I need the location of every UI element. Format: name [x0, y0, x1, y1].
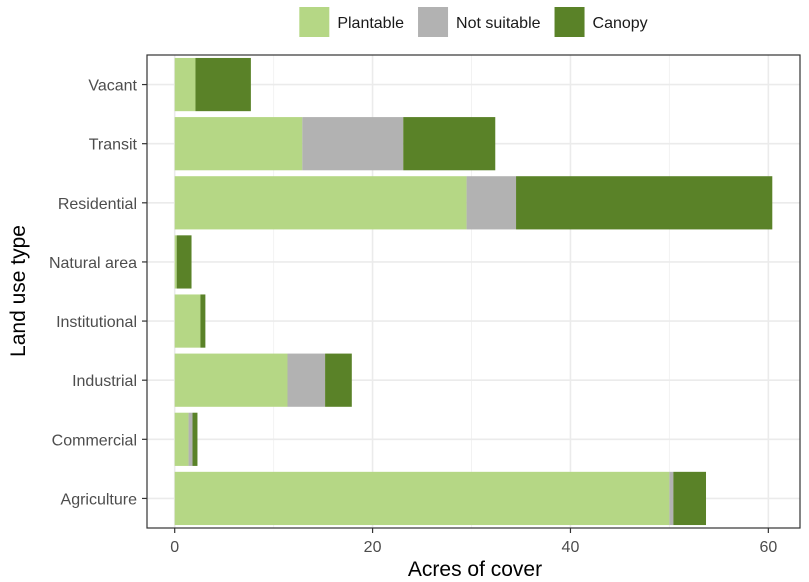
y-tick-label: Agriculture: [61, 491, 138, 508]
bar-natural-area-canopy: [176, 235, 192, 289]
bar-vacant-plantable: [174, 57, 196, 112]
x-axis: 0 20 40 60: [170, 528, 777, 556]
x-tick-label: 0: [170, 539, 179, 556]
bar-vacant-canopy: [195, 57, 251, 112]
legend-key: [554, 7, 585, 37]
bar-transit-plantable: [174, 117, 303, 171]
legend-key: [299, 7, 330, 37]
bars: [174, 57, 773, 526]
bar-commercial-plantable: [174, 412, 189, 466]
bar-commercial-canopy: [192, 412, 198, 466]
legend-label: Not suitable: [456, 15, 541, 32]
panel-border: [146, 54, 801, 529]
x-tick-label: 40: [562, 539, 580, 556]
bar-agriculture-canopy: [673, 471, 707, 526]
bar-natural-area-plantable: [174, 235, 177, 289]
y-tick-label: Commercial: [52, 432, 137, 449]
legend-item-not-suitable: Not suitable: [418, 7, 541, 37]
bar-transit-not-suitable: [302, 117, 404, 171]
bar-industrial-not-suitable: [287, 353, 326, 407]
legend-label: Plantable: [337, 15, 404, 32]
bar-commercial-not-suitable: [188, 412, 193, 466]
legend: Plantable Not suitable Canopy: [299, 7, 648, 37]
y-tick-label: Residential: [58, 196, 137, 213]
legend-key: [418, 7, 449, 37]
y-axis: Agriculture Commercial Industrial Instituti…: [49, 78, 147, 508]
y-tick-label: Natural area: [49, 255, 137, 272]
bar-agriculture-not-suitable: [669, 471, 674, 526]
y-tick-label: Industrial: [72, 373, 137, 390]
bar-industrial-canopy: [325, 353, 352, 407]
bar-industrial-plantable: [174, 353, 288, 407]
x-tick-label: 20: [364, 539, 382, 556]
legend-item-canopy: Canopy: [554, 7, 648, 37]
bar-institutional-plantable: [174, 294, 201, 348]
y-tick-label: Transit: [89, 137, 138, 154]
bar-institutional-canopy: [200, 294, 206, 348]
y-axis-title: Land use type: [7, 225, 30, 357]
bar-residential-canopy: [516, 176, 773, 230]
legend-label: Canopy: [593, 15, 648, 32]
bar-transit-canopy: [403, 117, 496, 171]
y-tick-label: Vacant: [88, 78, 137, 95]
legend-item-plantable: Plantable: [299, 7, 404, 37]
x-tick-label: 60: [759, 539, 777, 556]
bar-agriculture-plantable: [174, 471, 670, 526]
y-tick-label: Institutional: [56, 314, 137, 331]
bar-residential-plantable: [174, 176, 467, 230]
bar-residential-not-suitable: [466, 176, 517, 230]
x-axis-title: Acres of cover: [408, 558, 542, 581]
